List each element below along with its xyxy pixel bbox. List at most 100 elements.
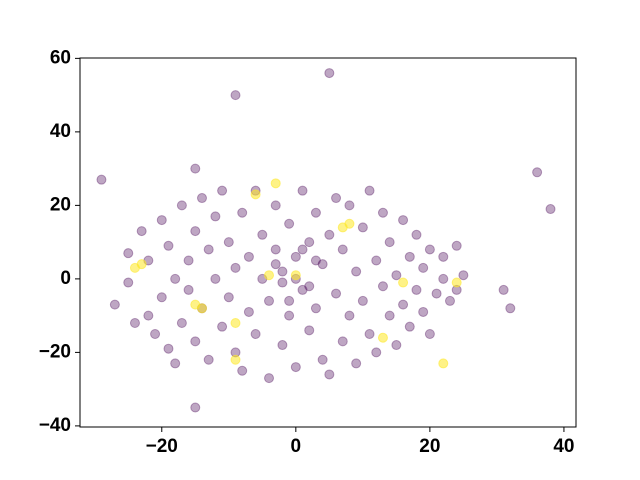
- point: [424, 329, 435, 340]
- point: [377, 332, 388, 343]
- point: [357, 222, 368, 233]
- point: [190, 163, 201, 174]
- point: [431, 288, 442, 299]
- plot-frame: [79, 57, 577, 428]
- point: [398, 215, 409, 226]
- point: [264, 295, 275, 306]
- point: [418, 306, 429, 317]
- point: [96, 174, 107, 185]
- point: [203, 244, 214, 255]
- point: [344, 310, 355, 321]
- point: [257, 229, 268, 240]
- point: [270, 200, 281, 211]
- y-tick-label: −20: [39, 341, 71, 362]
- point: [176, 317, 187, 328]
- point: [290, 362, 301, 373]
- y-tick-label: 60: [50, 47, 71, 68]
- point: [163, 343, 174, 354]
- point: [404, 321, 415, 332]
- point: [458, 270, 469, 281]
- point: [337, 336, 348, 347]
- point: [371, 255, 382, 266]
- point: [438, 273, 449, 284]
- point: [243, 251, 254, 262]
- point: [337, 244, 348, 255]
- point: [344, 200, 355, 211]
- point: [404, 251, 415, 262]
- point: [451, 277, 462, 288]
- point: [196, 303, 207, 314]
- point: [123, 248, 134, 259]
- point: [284, 295, 295, 306]
- point: [391, 340, 402, 351]
- point: [210, 273, 221, 284]
- point: [290, 251, 301, 262]
- point: [310, 207, 321, 218]
- point: [324, 68, 335, 79]
- point: [377, 207, 388, 218]
- point: [284, 310, 295, 321]
- point: [545, 204, 556, 215]
- point: [176, 200, 187, 211]
- point: [264, 373, 275, 384]
- point: [223, 292, 234, 303]
- point: [150, 329, 161, 340]
- point: [230, 262, 241, 273]
- point: [505, 303, 516, 314]
- point: [264, 270, 275, 281]
- point: [391, 270, 402, 281]
- point: [277, 277, 288, 288]
- point: [364, 329, 375, 340]
- point: [136, 259, 147, 270]
- point: [357, 295, 368, 306]
- x-tick-label: 40: [553, 436, 574, 457]
- point: [297, 244, 308, 255]
- point: [123, 277, 134, 288]
- point: [250, 329, 261, 340]
- point: [297, 284, 308, 295]
- point: [411, 229, 422, 240]
- point: [424, 244, 435, 255]
- point: [129, 317, 140, 328]
- point: [136, 226, 147, 237]
- x-tick-label: 20: [419, 436, 440, 457]
- point: [324, 369, 335, 380]
- point: [331, 193, 342, 204]
- point: [304, 325, 315, 336]
- point: [270, 178, 281, 189]
- point: [444, 295, 455, 306]
- point: [304, 281, 315, 292]
- point: [364, 185, 375, 196]
- point: [384, 237, 395, 248]
- point: [344, 218, 355, 229]
- y-tick-label: 40: [50, 121, 71, 142]
- point: [284, 218, 295, 229]
- point: [190, 336, 201, 347]
- point: [317, 259, 328, 270]
- point: [190, 226, 201, 237]
- y-tick-label: 20: [50, 194, 71, 215]
- point: [324, 229, 335, 240]
- point: [143, 310, 154, 321]
- point: [243, 306, 254, 317]
- point: [250, 189, 261, 200]
- point: [438, 251, 449, 262]
- point: [183, 255, 194, 266]
- point: [237, 207, 248, 218]
- point: [237, 365, 248, 376]
- point: [532, 167, 543, 178]
- point: [270, 244, 281, 255]
- point: [170, 358, 181, 369]
- point: [310, 303, 321, 314]
- point: [411, 284, 422, 295]
- point: [438, 358, 449, 369]
- point: [371, 347, 382, 358]
- point: [196, 193, 207, 204]
- point: [190, 402, 201, 413]
- point: [230, 317, 241, 328]
- point: [290, 270, 301, 281]
- point: [156, 215, 167, 226]
- point: [351, 266, 362, 277]
- x-tick-label: −20: [146, 436, 178, 457]
